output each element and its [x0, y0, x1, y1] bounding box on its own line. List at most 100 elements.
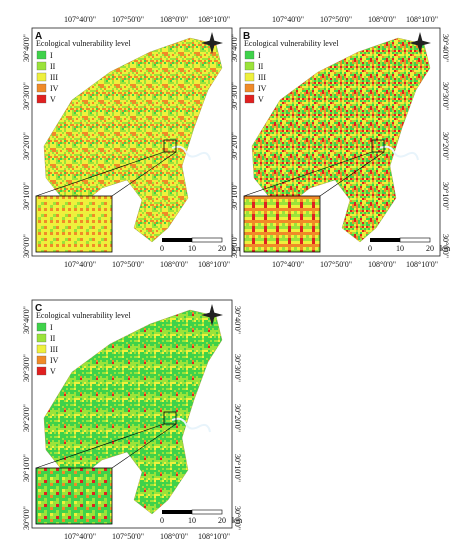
lon-label: 107°50'0" — [112, 260, 144, 269]
legend-swatch — [244, 83, 255, 93]
marker-box — [371, 139, 385, 153]
panel-letter: B — [243, 31, 250, 42]
legend-label: V — [258, 95, 264, 104]
scale-bar — [191, 237, 223, 243]
legend-swatch — [36, 83, 47, 93]
legend-swatch — [36, 333, 47, 343]
legend-swatch — [244, 61, 255, 71]
legend-label: I — [258, 51, 261, 60]
scale-label: km — [232, 516, 243, 525]
legend-swatch — [36, 50, 47, 60]
lon-label: 107°40'0" — [272, 15, 304, 24]
river — [171, 145, 211, 161]
lon-label: 108°0'0" — [368, 260, 396, 269]
legend-label: IV — [50, 84, 59, 93]
lat-label: 30°30'0" — [441, 82, 450, 110]
lon-label: 108°10'0" — [406, 15, 438, 24]
scale-label: 20 — [218, 516, 226, 525]
leader-line — [243, 151, 373, 197]
panel-letter: C — [35, 303, 42, 314]
scale-label: 10 — [396, 244, 404, 253]
scale-label: 10 — [188, 516, 196, 525]
legend-swatch — [244, 72, 255, 82]
lat-label: 30°30'0" — [233, 354, 242, 382]
scale-label: 0 — [368, 244, 372, 253]
legend-swatch — [244, 94, 255, 104]
lon-label: 107°40'0" — [64, 532, 96, 540]
lat-label: 30°40'0" — [22, 34, 31, 62]
lat-label: 30°0'0" — [22, 234, 31, 258]
legend-label: II — [50, 334, 56, 343]
lat-label: 30°40'0" — [230, 34, 239, 62]
legend-swatch — [36, 72, 47, 82]
compass — [409, 32, 431, 54]
legend-label: I — [50, 323, 53, 332]
lon-label: 107°50'0" — [320, 15, 352, 24]
lon-label: 107°50'0" — [112, 15, 144, 24]
inset-map — [243, 195, 321, 253]
inset-map — [35, 195, 113, 253]
panel-letter: A — [35, 31, 42, 42]
scale-bar — [399, 237, 431, 243]
leader-line — [35, 423, 165, 469]
lon-label: 108°0'0" — [160, 260, 188, 269]
legend-label: III — [258, 73, 266, 82]
lat-label: 30°20'0" — [230, 132, 239, 160]
scale-bar — [370, 238, 400, 242]
lat-label: 30°30'0" — [22, 82, 31, 110]
marker-box — [163, 411, 177, 425]
lon-label: 108°10'0" — [198, 532, 230, 540]
lat-label: 30°30'0" — [230, 82, 239, 110]
river — [171, 417, 211, 433]
legend-label: V — [50, 95, 56, 104]
scale-label: 20 — [218, 244, 226, 253]
lon-label: 108°0'0" — [160, 15, 188, 24]
inset-map — [35, 467, 113, 525]
legend-swatch — [36, 355, 47, 365]
legend-swatch — [36, 61, 47, 71]
legend-label: I — [50, 51, 53, 60]
legend-label: II — [258, 62, 264, 71]
legend-swatch — [36, 366, 47, 376]
lon-label: 107°50'0" — [320, 260, 352, 269]
lat-label: 30°40'0" — [22, 306, 31, 334]
compass — [201, 32, 223, 54]
lat-label: 30°0'0" — [22, 506, 31, 530]
lon-label: 108°10'0" — [406, 260, 438, 269]
scale-bar — [162, 238, 192, 242]
lat-label: 30°40'0" — [233, 306, 242, 334]
lon-label: 108°10'0" — [198, 15, 230, 24]
lat-label: 30°10'0" — [233, 454, 242, 482]
lat-label: 30°0'0" — [441, 234, 450, 258]
legend-title: Ecological vulnerability level — [36, 39, 131, 48]
scale-bar — [191, 509, 223, 515]
river — [379, 145, 419, 161]
lat-label: 30°20'0" — [233, 404, 242, 432]
leader-line — [35, 151, 165, 197]
lon-label: 108°10'0" — [198, 260, 230, 269]
legend-label: IV — [258, 84, 267, 93]
marker-box — [163, 139, 177, 153]
lat-label: 30°10'0" — [22, 454, 31, 482]
lon-label: 107°50'0" — [112, 532, 144, 540]
lat-label: 30°10'0" — [441, 182, 450, 210]
lon-label: 108°0'0" — [368, 15, 396, 24]
lon-label: 107°40'0" — [64, 15, 96, 24]
scale-label: 10 — [188, 244, 196, 253]
legend-title: Ecological vulnerability level — [244, 39, 339, 48]
lon-label: 107°40'0" — [64, 260, 96, 269]
leader-line — [319, 151, 385, 197]
scale-label: 0 — [160, 516, 164, 525]
leader-line — [111, 151, 177, 197]
legend-label: IV — [50, 356, 59, 365]
lat-label: 30°20'0" — [22, 132, 31, 160]
scale-label: 20 — [426, 244, 434, 253]
leader-line — [111, 423, 177, 469]
scale-label: 0 — [160, 244, 164, 253]
lon-label: 108°0'0" — [160, 532, 188, 540]
lat-label: 30°20'0" — [22, 404, 31, 432]
legend-label: II — [50, 62, 56, 71]
